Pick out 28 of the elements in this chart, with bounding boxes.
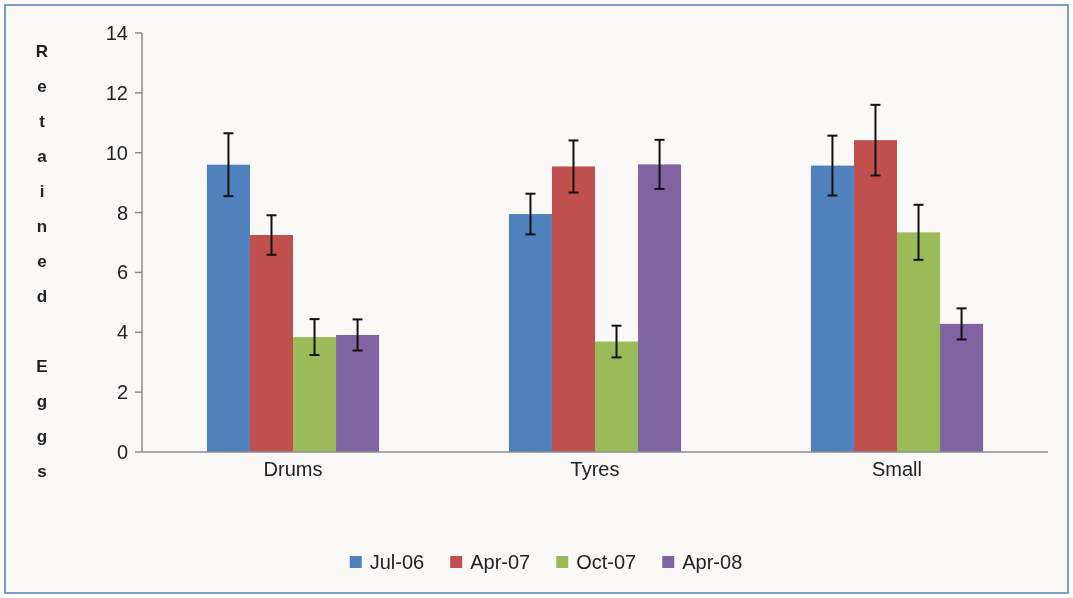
bar — [551, 166, 595, 452]
bar — [853, 140, 897, 452]
legend-label: Apr-07 — [470, 551, 531, 573]
legend-label: Oct-07 — [576, 551, 637, 573]
legend-label: Apr-08 — [682, 551, 743, 573]
y-tick-label: 8 — [116, 201, 128, 224]
bar — [897, 232, 941, 452]
y-tick-label: 10 — [105, 141, 128, 164]
y-tick-label: 0 — [116, 441, 128, 463]
y-tick-label: 12 — [105, 81, 128, 104]
bar — [940, 323, 984, 452]
legend-label: Jul-06 — [369, 551, 425, 573]
bar — [638, 164, 682, 452]
bar — [293, 337, 337, 452]
y-tick-label: 14 — [105, 22, 128, 44]
y-tick-label: 6 — [116, 261, 128, 284]
bar — [508, 214, 552, 452]
y-tick-label: 2 — [116, 381, 128, 404]
y-tick-label: 4 — [116, 321, 128, 344]
bar — [206, 164, 250, 452]
bar — [336, 334, 380, 452]
x-tick-label: Small — [871, 458, 923, 480]
bar — [595, 341, 639, 452]
bar — [810, 165, 854, 452]
y-axis-title: Retained Eggs — [32, 42, 52, 497]
x-tick-label: Tyres — [570, 458, 620, 480]
bar — [249, 235, 293, 452]
x-tick-label: Drums — [263, 458, 323, 480]
